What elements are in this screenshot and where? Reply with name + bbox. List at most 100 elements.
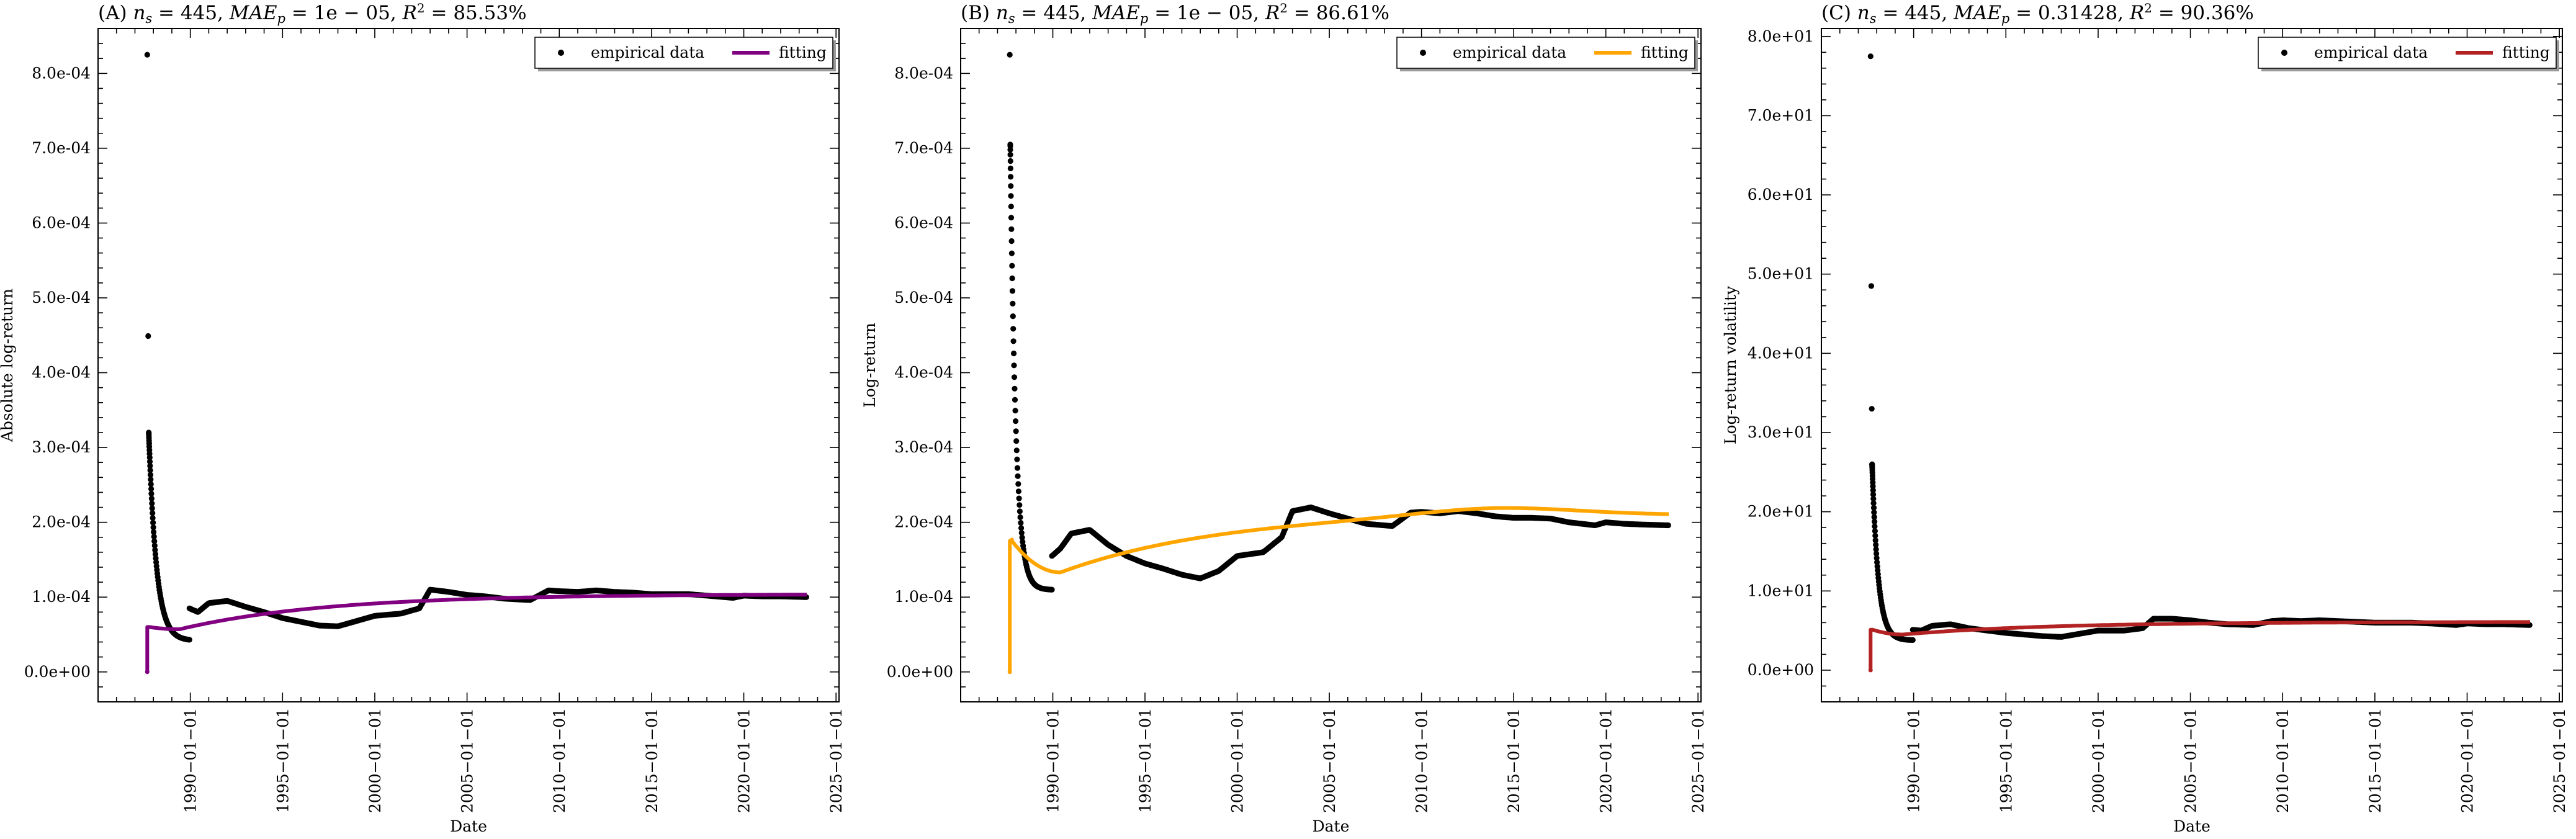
title-panel-letter: (B) — [961, 2, 996, 24]
x-tick-label: 2020−01−01 — [2459, 708, 2477, 813]
empirical-point — [1016, 508, 1023, 514]
empirical-point — [1007, 165, 1013, 171]
empirical-point — [151, 538, 158, 544]
y-tick-label: 5.0e-04 — [32, 289, 91, 307]
empirical-point — [150, 519, 156, 526]
y-tick-label: 2.0e-04 — [32, 513, 91, 531]
empirical-point — [1008, 238, 1015, 245]
empirical-point — [1011, 350, 1017, 357]
chart-panel-b: (B) ns = 445, MAEp = 1e − 05, R2 = 86.61… — [861, 1, 1707, 835]
empirical-point — [1011, 374, 1018, 380]
empirical-point — [1008, 183, 1014, 189]
legend-label-empirical: empirical data — [1453, 43, 1566, 61]
y-tick-label: 6.0e-04 — [894, 213, 953, 231]
empirical-point — [1015, 481, 1021, 487]
chart-title: (A) ns = 445, MAEp = 1e − 05, R2 = 85.53… — [98, 1, 527, 26]
empirical-point — [148, 491, 155, 497]
empirical-point — [1870, 496, 1877, 502]
empirical-point — [1012, 397, 1018, 403]
legend-marker-empirical — [558, 50, 564, 56]
y-tick-label: 0.0e+00 — [887, 663, 953, 681]
title-r2-value: = 85.53% — [425, 2, 527, 24]
empirical-point — [148, 481, 154, 487]
empirical-point — [1910, 637, 1916, 643]
chart-panel-c: (C) ns = 445, MAEp = 0.31428, R2 = 90.36… — [1721, 1, 2569, 835]
empirical-point — [1008, 204, 1014, 210]
y-tick-label: 8.0e-04 — [32, 64, 91, 82]
y-axis-label: Log-return — [861, 323, 879, 408]
title-r2-symbol: R — [1265, 2, 1280, 24]
empirical-point — [145, 333, 151, 339]
y-axis-label: Log-return volatility — [1721, 285, 1739, 444]
empirical-point — [1008, 193, 1014, 199]
empirical-point — [1013, 428, 1019, 434]
empirical-point — [1870, 483, 1876, 490]
legend-label-fitting: fitting — [779, 43, 827, 61]
empirical-point — [147, 467, 153, 473]
empirical-point — [1872, 528, 1878, 534]
x-tick-label: 1995−01−01 — [1136, 708, 1154, 813]
title-r2-symbol: R — [2129, 2, 2144, 24]
title-ns-value: = 445, — [1015, 2, 1093, 24]
empirical-point — [1011, 362, 1017, 369]
empirical-point — [1874, 559, 1880, 565]
empirical-point — [1009, 288, 1016, 294]
legend-box — [2258, 37, 2557, 69]
x-axis-label: Date — [2173, 817, 2210, 835]
title-mae-value: = 1e − 05, — [1148, 2, 1265, 24]
legend-label-fitting: fitting — [1641, 43, 1689, 61]
empirical-point — [1665, 522, 1671, 529]
empirical-point — [1870, 491, 1877, 498]
empirical-point — [150, 515, 156, 521]
empirical-point — [151, 542, 158, 549]
legend-label-fitting: fitting — [2502, 43, 2550, 61]
empirical-point — [146, 454, 153, 461]
title-mae-subscript: p — [277, 11, 285, 26]
legend-marker-empirical — [2281, 50, 2287, 56]
y-tick-label: 7.0e-04 — [32, 139, 91, 157]
title-ns-subscript: s — [145, 11, 152, 26]
x-tick-label: 2025−01−01 — [827, 708, 845, 813]
empirical-point — [1008, 226, 1015, 232]
empirical-point — [1871, 514, 1877, 520]
title-mae-value: = 0.31428, — [2009, 2, 2130, 24]
x-tick-label: 2005−01−01 — [1321, 708, 1339, 813]
title-r2-symbol: R — [402, 2, 417, 24]
title-r2-superscript: 2 — [2144, 1, 2152, 16]
empirical-point — [1872, 523, 1878, 529]
empirical-point — [1016, 495, 1022, 501]
empirical-point — [1018, 530, 1025, 536]
x-tick-label: 1990−01−01 — [1905, 708, 1923, 813]
x-tick-label: 2005−01−01 — [459, 708, 477, 813]
data-layer — [144, 52, 809, 675]
empirical-point — [1872, 519, 1878, 525]
empirical-point — [151, 529, 157, 536]
title-mae-subscript: p — [1140, 11, 1148, 26]
empirical-point — [1007, 151, 1013, 158]
empirical-point — [1015, 473, 1021, 479]
y-tick-label: 7.0e-04 — [894, 139, 953, 157]
y-tick-label: 1.0e-04 — [32, 588, 91, 606]
y-tick-label: 6.0e+01 — [1748, 186, 1814, 204]
title-ns-subscript: s — [1870, 11, 1877, 26]
title-ns-value: = 445, — [1877, 2, 1954, 24]
x-tick-label: 1990−01−01 — [182, 708, 200, 813]
fitting-start-marker — [1007, 670, 1012, 675]
title-mae-subscript: p — [2001, 11, 2009, 26]
empirical-point — [150, 510, 156, 516]
empirical-point — [186, 637, 192, 643]
legend-marker-empirical — [1420, 50, 1426, 56]
empirical-point — [1013, 438, 1020, 444]
x-axis-label: Date — [450, 817, 487, 835]
x-tick-label: 2010−01−01 — [550, 708, 568, 813]
empirical-point — [1007, 158, 1013, 164]
empirical-point — [1018, 525, 1025, 531]
empirical-point — [1010, 338, 1016, 344]
y-tick-label: 6.0e-04 — [32, 213, 91, 231]
y-tick-label: 8.0e-04 — [894, 64, 953, 82]
x-tick-label: 1995−01−01 — [1997, 708, 2015, 813]
x-tick-label: 2015−01−01 — [1505, 708, 1523, 813]
y-tick-label: 2.0e+01 — [1748, 503, 1814, 521]
x-tick-label: 2025−01−01 — [2551, 708, 2569, 813]
